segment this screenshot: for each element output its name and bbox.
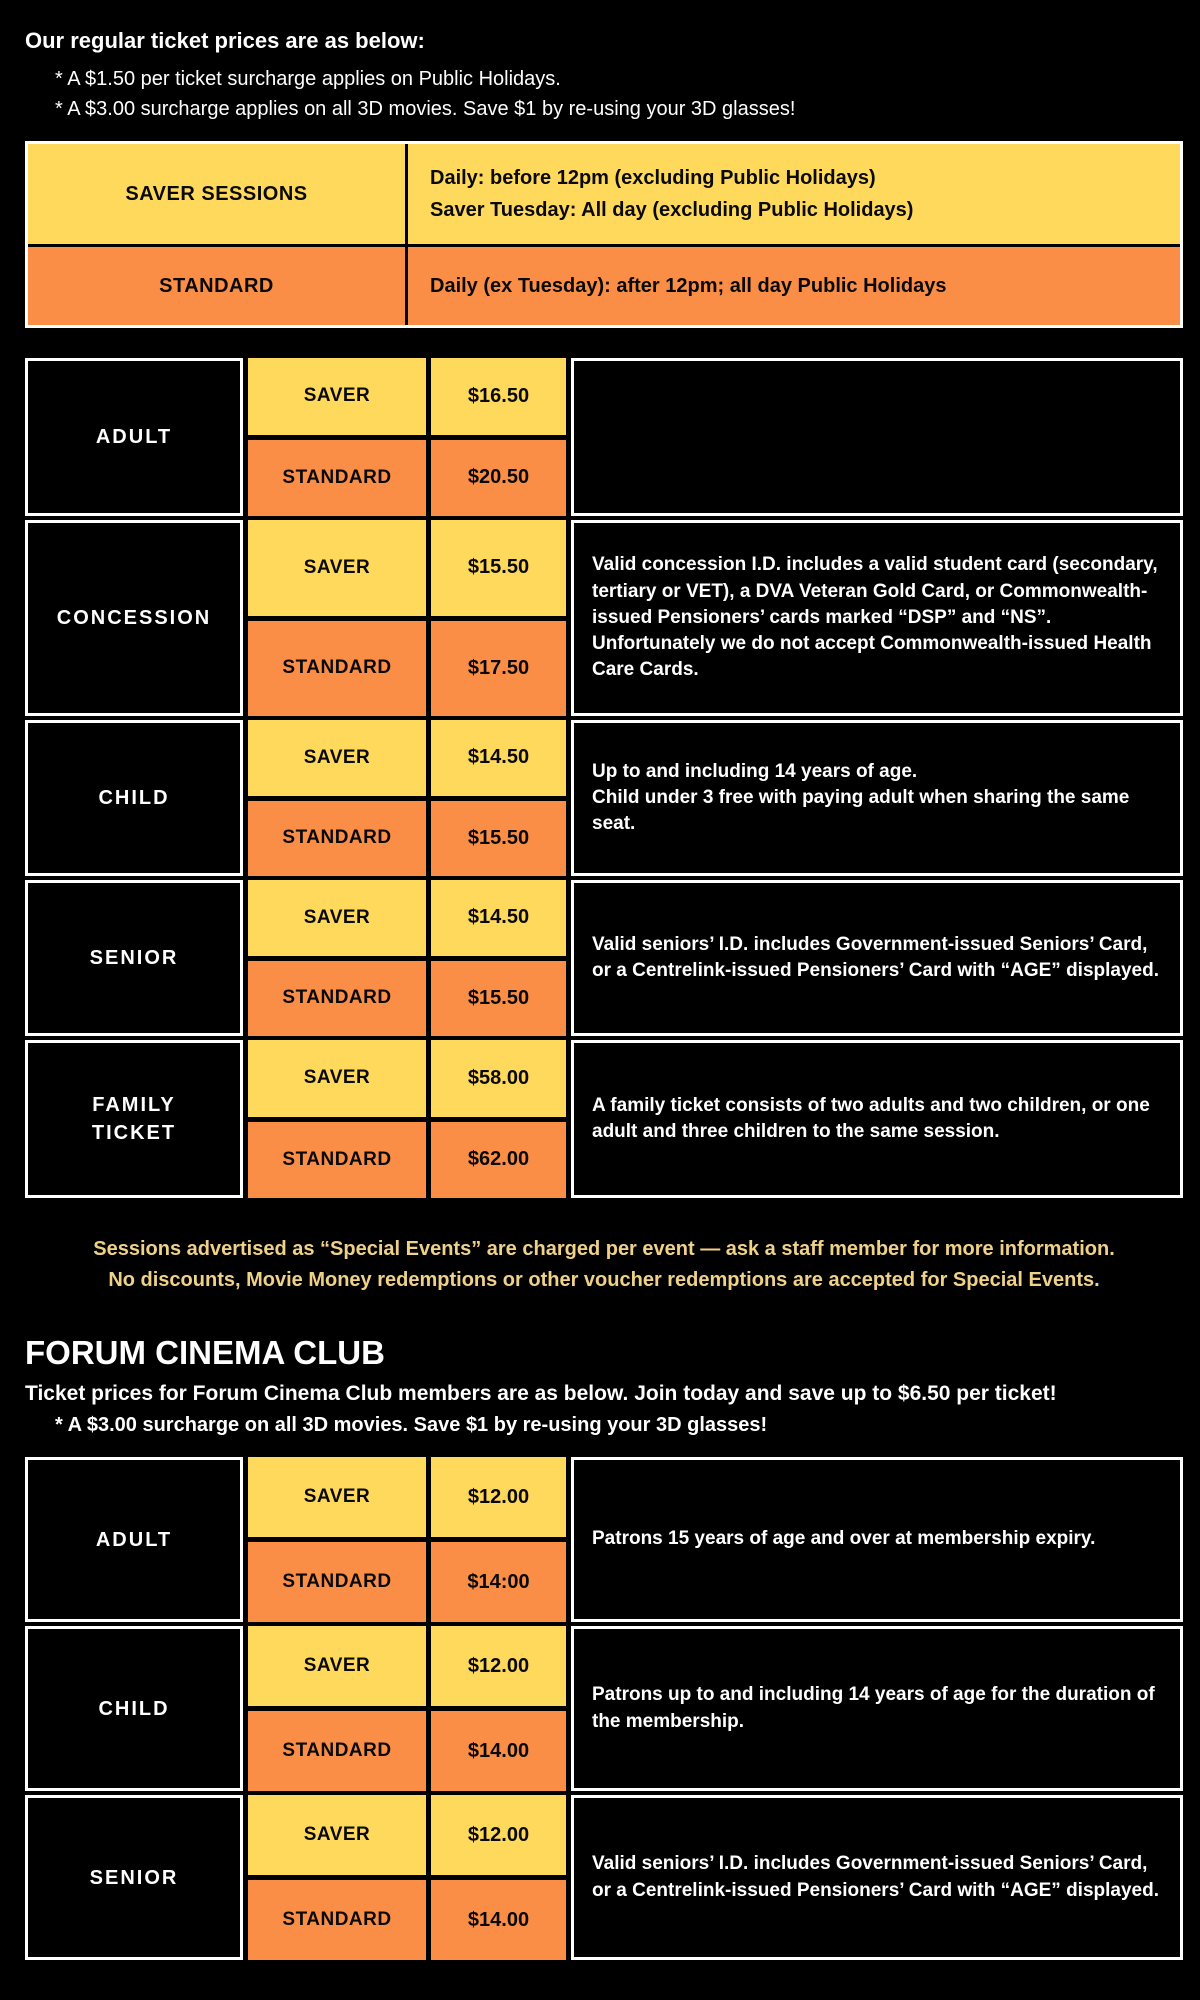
special-events-notice: Sessions advertised as “Special Events” … [25, 1234, 1183, 1296]
standard-price-cell: $17.50 [431, 620, 566, 716]
price-row-family-ticket: FAMILY TICKET SAVER $58.00 STANDARD $62.… [25, 1040, 1183, 1198]
category-cell: CONCESSION [25, 520, 243, 716]
price-group: SAVER $58.00 STANDARD $62.00 [248, 1040, 566, 1198]
price-group: SAVER $12.00 STANDARD $14.00 [248, 1795, 566, 1960]
club-row-senior: SENIOR SAVER $12.00 STANDARD $14.00 Vali… [25, 1795, 1183, 1960]
category-cell: CHILD [25, 1626, 243, 1791]
note-cell: Patrons up to and including 14 years of … [571, 1626, 1183, 1791]
saver-sessions-label: SAVER SESSIONS [28, 144, 405, 244]
saver-sessions-description: Daily: before 12pm (excluding Public Hol… [408, 144, 1180, 244]
saver-type-cell: SAVER [248, 520, 426, 616]
note-cell: Valid seniors’ I.D. includes Government-… [571, 880, 1183, 1036]
regular-prices-table: ADULT SAVER $16.50 STANDARD $20.50 CONCE… [25, 358, 1183, 1198]
saver-row: SAVER $12.00 [248, 1626, 566, 1706]
saver-row: SAVER $14.50 [248, 880, 566, 956]
standard-type-cell: STANDARD [248, 800, 426, 876]
standard-price-cell: $14.00 [431, 1880, 566, 1960]
standard-sessions-description: Daily (ex Tuesday): after 12pm; all day … [408, 247, 1180, 325]
saver-type-cell: SAVER [248, 1040, 426, 1117]
saver-row: SAVER $15.50 [248, 520, 566, 616]
standard-row: STANDARD $62.00 [248, 1121, 566, 1198]
special-events-line-2: No discounts, Movie Money redemptions or… [108, 1269, 1100, 1291]
standard-price-cell: $20.50 [431, 439, 566, 516]
standard-row: STANDARD $14.00 [248, 1711, 566, 1791]
price-group: SAVER $16.50 STANDARD $20.50 [248, 358, 566, 516]
saver-price-cell: $14.50 [431, 720, 566, 796]
club-subheading: Ticket prices for Forum Cinema Club memb… [25, 1382, 1057, 1405]
standard-price-cell: $14:00 [431, 1542, 566, 1622]
price-group: SAVER $14.50 STANDARD $15.50 [248, 720, 566, 876]
page-title: Our regular ticket prices are as below: [25, 28, 425, 53]
standard-price-cell: $15.50 [431, 960, 566, 1036]
standard-row: STANDARD $14:00 [248, 1542, 566, 1622]
standard-row: STANDARD $17.50 [248, 620, 566, 716]
note-cell: A family ticket consists of two adults a… [571, 1040, 1183, 1198]
saver-price-cell: $12.00 [431, 1795, 566, 1875]
saver-row: SAVER $14.50 [248, 720, 566, 796]
standard-price-cell: $62.00 [431, 1121, 566, 1198]
standard-row: STANDARD $15.50 [248, 960, 566, 1036]
saver-type-cell: SAVER [248, 1626, 426, 1706]
saver-row: SAVER $58.00 [248, 1040, 566, 1117]
note-cell: Up to and including 14 years of age. Chi… [571, 720, 1183, 876]
standard-sessions-label: STANDARD [28, 247, 405, 325]
club-3d-surcharge-note: * A $3.00 surcharge on all 3D movies. Sa… [55, 1414, 768, 1436]
saver-price-cell: $12.00 [431, 1457, 566, 1537]
club-row-adult: ADULT SAVER $12.00 STANDARD $14:00 Patro… [25, 1457, 1183, 1622]
club-prices-table: ADULT SAVER $12.00 STANDARD $14:00 Patro… [25, 1457, 1183, 1960]
saver-price-cell: $14.50 [431, 880, 566, 956]
price-group: SAVER $15.50 STANDARD $17.50 [248, 520, 566, 716]
standard-type-cell: STANDARD [248, 1542, 426, 1622]
note-cell [571, 358, 1183, 516]
sessions-table: SAVER SESSIONS Daily: before 12pm (exclu… [25, 141, 1183, 328]
category-cell: SENIOR [25, 1795, 243, 1960]
category-cell: ADULT [25, 358, 243, 516]
club-row-child: CHILD SAVER $12.00 STANDARD $14.00 Patro… [25, 1626, 1183, 1791]
note-cell: Patrons 15 years of age and over at memb… [571, 1457, 1183, 1622]
standard-type-cell: STANDARD [248, 1711, 426, 1791]
saver-price-cell: $12.00 [431, 1626, 566, 1706]
price-group: SAVER $14.50 STANDARD $15.50 [248, 880, 566, 1036]
price-row-concession: CONCESSION SAVER $15.50 STANDARD $17.50 … [25, 520, 1183, 716]
standard-type-cell: STANDARD [248, 439, 426, 516]
saver-type-cell: SAVER [248, 1795, 426, 1875]
category-cell: ADULT [25, 1457, 243, 1622]
price-group: SAVER $12.00 STANDARD $14.00 [248, 1626, 566, 1791]
saver-row: SAVER $12.00 [248, 1457, 566, 1537]
note-cell: Valid concession I.D. includes a valid s… [571, 520, 1183, 716]
public-holiday-surcharge-note: * A $1.50 per ticket surcharge applies o… [55, 68, 561, 90]
intro-section: Our regular ticket prices are as below: … [25, 28, 1183, 121]
saver-type-cell: SAVER [248, 358, 426, 435]
saver-row: SAVER $12.00 [248, 1795, 566, 1875]
special-events-line-1: Sessions advertised as “Special Events” … [93, 1238, 1115, 1260]
price-row-child: CHILD SAVER $14.50 STANDARD $15.50 Up to… [25, 720, 1183, 876]
saver-price-cell: $16.50 [431, 358, 566, 435]
3d-surcharge-note: * A $3.00 surcharge applies on all 3D mo… [55, 98, 796, 120]
standard-row: STANDARD $20.50 [248, 439, 566, 516]
category-cell: FAMILY TICKET [25, 1040, 243, 1198]
saver-type-cell: SAVER [248, 880, 426, 956]
standard-type-cell: STANDARD [248, 1121, 426, 1198]
standard-type-cell: STANDARD [248, 960, 426, 1036]
price-row-senior: SENIOR SAVER $14.50 STANDARD $15.50 Vali… [25, 880, 1183, 1036]
club-heading: FORUM CINEMA CLUB [25, 1334, 385, 1371]
standard-price-cell: $15.50 [431, 800, 566, 876]
saver-type-cell: SAVER [248, 1457, 426, 1537]
note-cell: Valid seniors’ I.D. includes Government-… [571, 1795, 1183, 1960]
saver-price-cell: $58.00 [431, 1040, 566, 1117]
standard-row: STANDARD $15.50 [248, 800, 566, 876]
saver-price-cell: $15.50 [431, 520, 566, 616]
price-group: SAVER $12.00 STANDARD $14:00 [248, 1457, 566, 1622]
standard-price-cell: $14.00 [431, 1711, 566, 1791]
category-cell: CHILD [25, 720, 243, 876]
standard-type-cell: STANDARD [248, 1880, 426, 1960]
standard-row: STANDARD $14.00 [248, 1880, 566, 1960]
saver-row: SAVER $16.50 [248, 358, 566, 435]
price-row-adult: ADULT SAVER $16.50 STANDARD $20.50 [25, 358, 1183, 516]
saver-type-cell: SAVER [248, 720, 426, 796]
category-cell: SENIOR [25, 880, 243, 1036]
standard-type-cell: STANDARD [248, 620, 426, 716]
